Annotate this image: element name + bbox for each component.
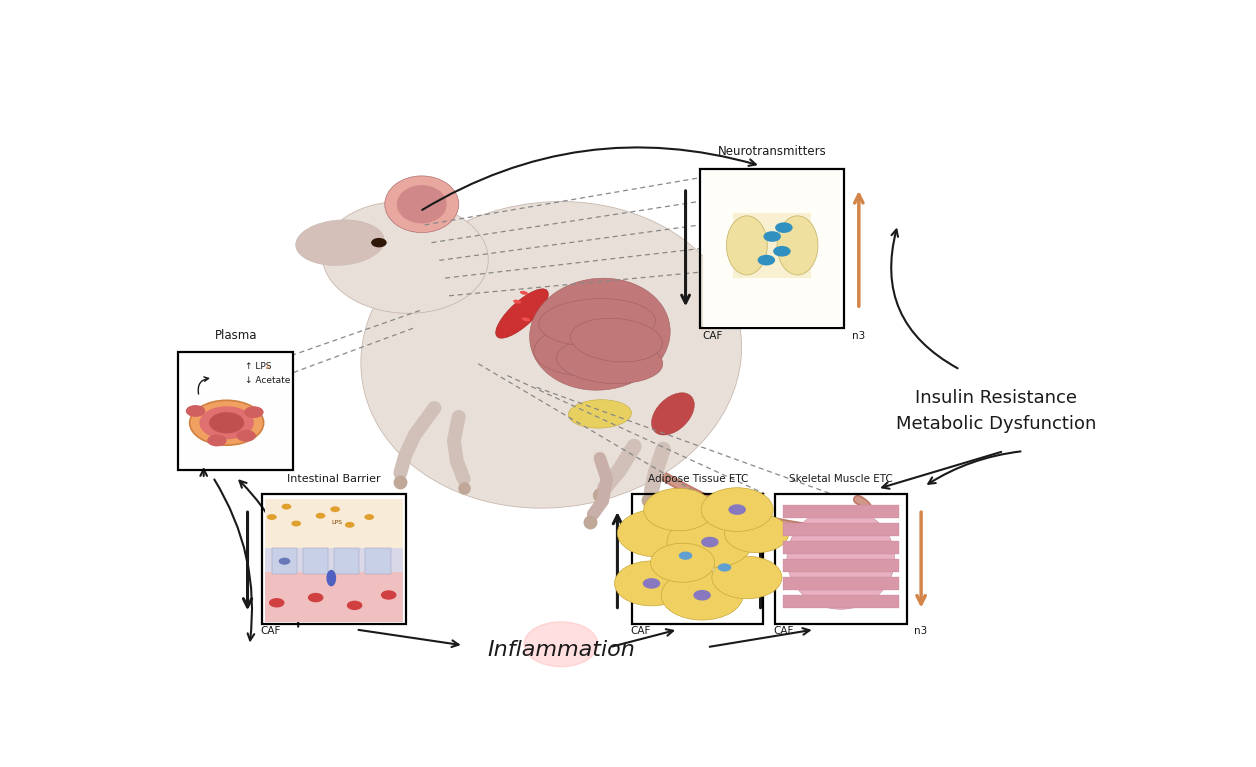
Circle shape <box>186 405 205 417</box>
Ellipse shape <box>539 298 656 346</box>
Circle shape <box>345 522 354 528</box>
Text: Insulin Resistance
Metabolic Dysfunction: Insulin Resistance Metabolic Dysfunction <box>896 389 1096 433</box>
Circle shape <box>774 246 791 257</box>
Circle shape <box>775 222 793 233</box>
Ellipse shape <box>556 338 663 384</box>
Circle shape <box>725 514 789 553</box>
Circle shape <box>200 407 254 439</box>
Circle shape <box>372 238 387 248</box>
Bar <box>775 494 907 624</box>
Ellipse shape <box>327 570 337 586</box>
Circle shape <box>614 561 688 606</box>
Text: ↓ Acetate: ↓ Acetate <box>245 376 290 385</box>
Circle shape <box>236 430 256 442</box>
FancyBboxPatch shape <box>782 505 899 518</box>
FancyBboxPatch shape <box>734 213 811 278</box>
Circle shape <box>210 412 244 433</box>
Circle shape <box>764 231 781 242</box>
Circle shape <box>279 558 290 565</box>
Circle shape <box>701 537 718 548</box>
Circle shape <box>757 255 775 265</box>
Circle shape <box>190 400 264 445</box>
Ellipse shape <box>384 176 458 232</box>
FancyBboxPatch shape <box>365 548 391 574</box>
Circle shape <box>347 601 363 610</box>
Bar <box>632 494 764 624</box>
Circle shape <box>308 593 324 602</box>
Text: Intestinal Barrier: Intestinal Barrier <box>288 474 381 484</box>
Circle shape <box>678 551 692 560</box>
Bar <box>263 494 406 624</box>
Text: n3: n3 <box>914 626 927 636</box>
Circle shape <box>644 489 713 531</box>
Ellipse shape <box>530 278 671 390</box>
Circle shape <box>330 506 340 512</box>
Ellipse shape <box>496 289 549 338</box>
Ellipse shape <box>788 508 894 609</box>
Circle shape <box>661 571 744 620</box>
FancyBboxPatch shape <box>782 595 899 608</box>
Circle shape <box>728 504 746 515</box>
Circle shape <box>618 509 696 557</box>
Ellipse shape <box>323 202 489 314</box>
FancyBboxPatch shape <box>303 548 328 574</box>
Ellipse shape <box>514 300 521 304</box>
Circle shape <box>701 488 774 532</box>
FancyBboxPatch shape <box>334 548 359 574</box>
FancyBboxPatch shape <box>782 542 899 554</box>
Circle shape <box>315 513 325 518</box>
Circle shape <box>269 598 285 607</box>
Circle shape <box>268 514 276 520</box>
Text: LPS: LPS <box>332 520 343 525</box>
Text: Inflammation: Inflammation <box>487 640 634 660</box>
Circle shape <box>207 435 226 446</box>
Text: n3: n3 <box>852 331 865 341</box>
Circle shape <box>381 591 397 600</box>
FancyBboxPatch shape <box>265 572 403 622</box>
Circle shape <box>281 504 291 509</box>
Text: Neurotransmitters: Neurotransmitters <box>718 145 826 158</box>
FancyBboxPatch shape <box>782 523 899 536</box>
FancyBboxPatch shape <box>782 577 899 590</box>
Ellipse shape <box>726 216 767 275</box>
Ellipse shape <box>568 400 632 428</box>
Text: ↓: ↓ <box>264 361 271 370</box>
Ellipse shape <box>570 318 662 362</box>
Text: CAF: CAF <box>631 626 651 636</box>
Text: CAF: CAF <box>260 626 280 636</box>
Circle shape <box>524 622 598 667</box>
Ellipse shape <box>360 202 741 509</box>
Circle shape <box>364 514 374 520</box>
Circle shape <box>712 556 782 599</box>
Circle shape <box>651 543 715 582</box>
FancyBboxPatch shape <box>265 499 403 552</box>
Text: ↑ LPS: ↑ LPS <box>245 361 274 370</box>
Bar <box>700 169 844 328</box>
Circle shape <box>244 407 264 418</box>
Circle shape <box>643 578 661 589</box>
Bar <box>178 352 294 470</box>
Ellipse shape <box>295 220 384 265</box>
FancyBboxPatch shape <box>181 354 290 468</box>
Text: Skeletal Muscle ETC: Skeletal Muscle ETC <box>789 474 893 484</box>
Circle shape <box>667 516 752 568</box>
Circle shape <box>717 563 731 571</box>
FancyBboxPatch shape <box>265 548 403 574</box>
Text: Plasma: Plasma <box>215 330 257 342</box>
Ellipse shape <box>652 393 695 435</box>
Ellipse shape <box>777 216 818 275</box>
FancyBboxPatch shape <box>703 170 842 327</box>
FancyBboxPatch shape <box>782 559 899 572</box>
Ellipse shape <box>520 291 528 295</box>
Text: CAF: CAF <box>774 626 794 636</box>
Text: Adipose Tissue ETC: Adipose Tissue ETC <box>648 474 747 484</box>
Ellipse shape <box>397 185 447 223</box>
Ellipse shape <box>534 322 647 376</box>
Circle shape <box>291 521 301 526</box>
FancyBboxPatch shape <box>271 548 298 574</box>
Circle shape <box>693 590 711 601</box>
Ellipse shape <box>521 318 530 321</box>
Text: CAF: CAF <box>702 331 722 341</box>
